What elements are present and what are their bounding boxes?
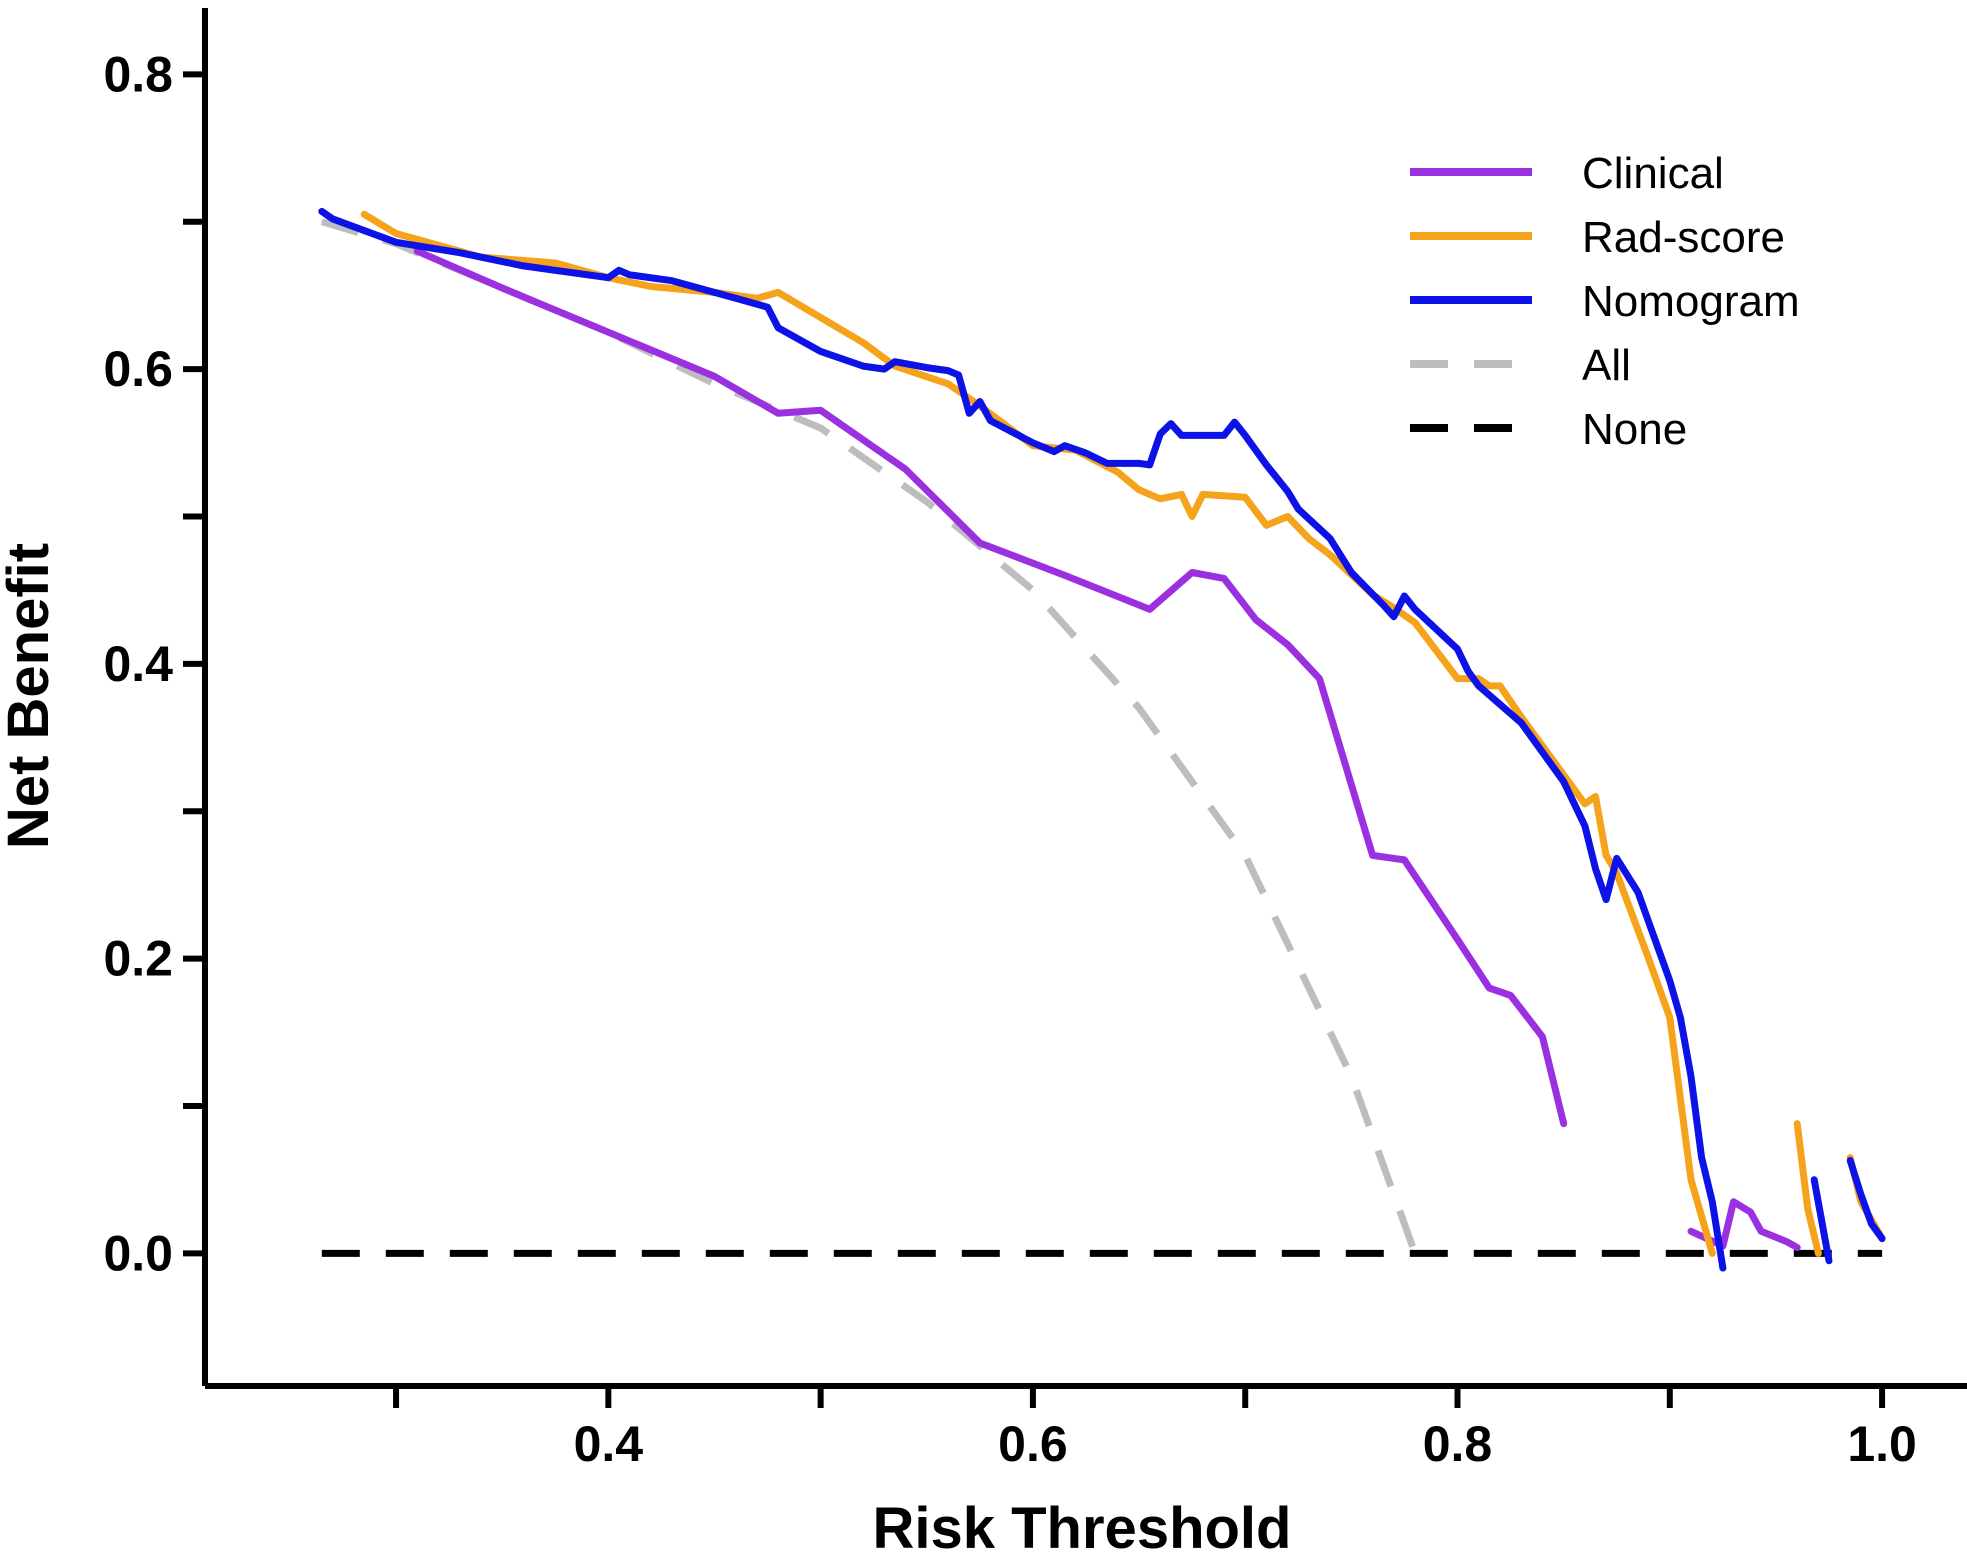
y-tick-label: 0.8: [103, 46, 173, 102]
x-tick-label: 0.8: [1423, 1416, 1493, 1472]
legend-label-all: All: [1582, 341, 1631, 390]
series-line-nomogram: [1846, 1157, 1886, 1243]
series-line-clinical: [413, 247, 1568, 1128]
legend-label-clinical: Clinical: [1582, 149, 1724, 198]
legend-label-nomogram: Nomogram: [1582, 277, 1800, 326]
y-ticks: 0.0 0.2 0.4 0.6 0.8: [103, 46, 205, 1281]
axes: 0.4 0.6 0.8 1.0 0.0 0.2 0.4 0.6 0.8: [103, 8, 1967, 1472]
y-tick-label: 0.6: [103, 341, 173, 397]
series-line-rad-score: [360, 210, 1716, 1257]
legend: Clinical Rad-score Nomogram All None: [1410, 149, 1800, 454]
series-line-nomogram: [1810, 1176, 1833, 1265]
y-axis-title: Net Benefit: [0, 543, 61, 849]
plot-area: [318, 207, 1886, 1272]
series-line-nomogram: [318, 207, 1727, 1272]
x-tick-label: 0.6: [998, 1416, 1068, 1472]
legend-label-none: None: [1582, 405, 1687, 454]
y-tick-label: 0.0: [103, 1225, 173, 1281]
y-tick-label: 0.2: [103, 931, 173, 987]
series-line-rad-score: [1793, 1120, 1822, 1257]
x-axis-title: Risk Threshold: [873, 1496, 1292, 1554]
x-tick-label: 1.0: [1847, 1416, 1917, 1472]
x-tick-label: 0.4: [574, 1416, 644, 1472]
series-line-all: [320, 218, 1419, 1255]
legend-label-rad-score: Rad-score: [1582, 213, 1785, 262]
y-tick-label: 0.4: [103, 636, 173, 692]
x-ticks: 0.4 0.6 0.8 1.0: [393, 1386, 1917, 1472]
